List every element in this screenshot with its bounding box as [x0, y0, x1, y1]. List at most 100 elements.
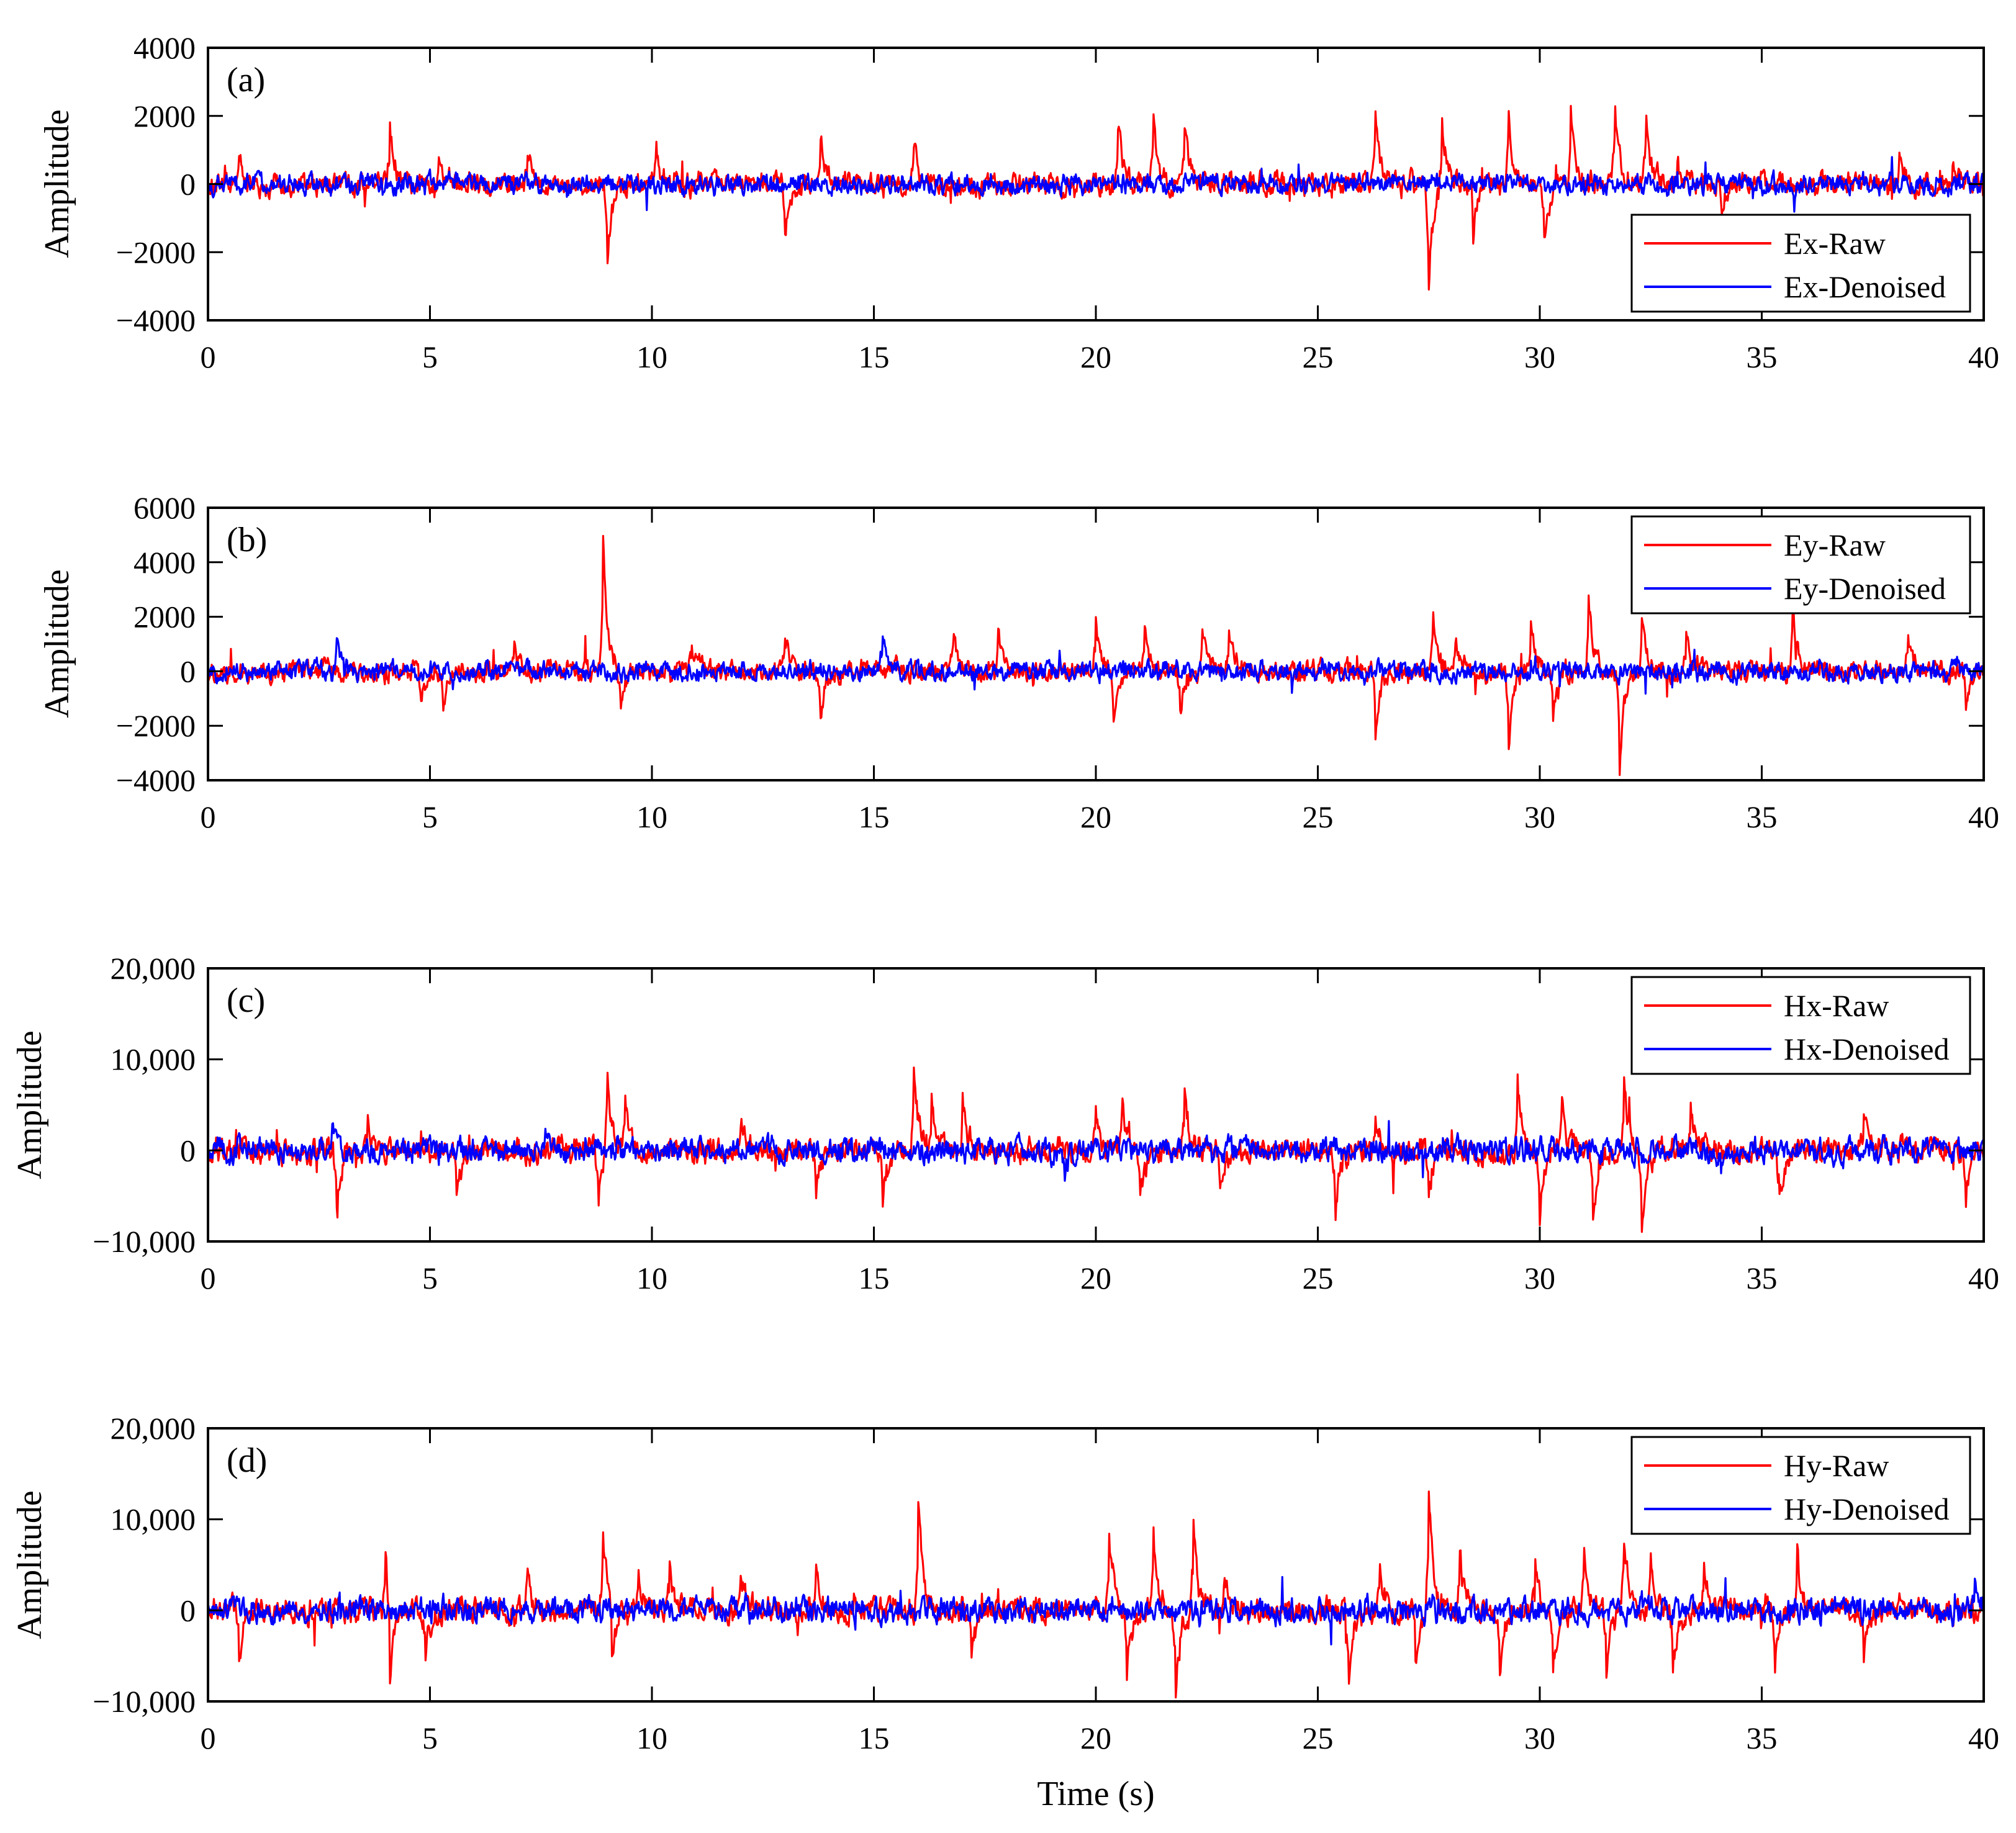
panel-c-ytick-labels: −10,000 0 10,000 20,000: [93, 951, 196, 1259]
legend-label-hy-raw: Hy-Raw: [1784, 1448, 1889, 1483]
xtick-label: 40: [1968, 1721, 1999, 1755]
panel-a-ticks: [207, 47, 1985, 322]
x-axis-label: Time (s): [1037, 1775, 1154, 1813]
xtick-label: 25: [1303, 1261, 1334, 1295]
ytick-label: 10,000: [111, 1502, 196, 1537]
ytick-label: 20,000: [111, 951, 196, 986]
xtick-label: 40: [1968, 1261, 1999, 1295]
legend-label-hx-raw: Hx-Raw: [1784, 988, 1889, 1023]
xtick-label: 30: [1524, 1721, 1555, 1755]
xtick-label: 10: [636, 799, 667, 834]
xtick-label: 10: [636, 340, 667, 374]
xtick-label: 20: [1080, 799, 1111, 834]
legend-box: [1630, 214, 1971, 313]
xtick-label: 15: [859, 799, 890, 834]
panel-b-ytick-labels: −4000 −2000 0 2000 4000 6000: [116, 490, 196, 798]
panel-d-xtick-labels: 0 5 10 15 20 25 30 35 40: [201, 1721, 2000, 1755]
xtick-label: 35: [1747, 340, 1778, 374]
panel-c-ticks: [207, 967, 1985, 1243]
panel-d-legend: Hy-Raw Hy-Denoised: [1630, 1436, 1971, 1535]
series-line-c-hx-denoised: [208, 1120, 1984, 1182]
ytick-label: −2000: [116, 235, 196, 269]
xtick-label: 35: [1747, 1261, 1778, 1295]
legend-label-hx-denoised: Hx-Denoised: [1784, 1032, 1950, 1066]
legend-label-hy-denoised: Hy-Denoised: [1784, 1492, 1950, 1526]
panel-a-tag: (a): [227, 61, 265, 99]
xtick-label: 10: [636, 1261, 667, 1295]
xtick-label: 5: [422, 1261, 438, 1295]
legend-label-ex-raw: Ex-Raw: [1784, 226, 1886, 261]
xtick-label: 0: [201, 1261, 216, 1295]
xtick-label: 35: [1747, 1721, 1778, 1755]
xtick-label: 15: [859, 1261, 890, 1295]
panel-a-xtick-labels: 0 5 10 15 20 25 30 35 40: [201, 340, 2000, 374]
panel-b-legend: Ey-Raw Ey-Denoised: [1630, 515, 1971, 615]
ytick-label: −10,000: [93, 1224, 196, 1259]
panel-b-xtick-labels: 0 5 10 15 20 25 30 35 40: [201, 799, 2000, 834]
xtick-label: 0: [201, 1721, 216, 1755]
panel-d-series: [208, 1490, 1984, 1699]
xtick-label: 15: [859, 1721, 890, 1755]
series-line-a-ex-denoised: [208, 156, 1984, 213]
xtick-label: 0: [201, 799, 216, 834]
ytick-label: −4000: [116, 303, 196, 338]
panel-c-series: [208, 1066, 1984, 1233]
ytick-label: 2000: [133, 600, 196, 634]
legend-box: [1630, 976, 1971, 1075]
legend-label-ex-denoised: Ex-Denoised: [1784, 269, 1946, 304]
xtick-label: 20: [1080, 340, 1111, 374]
legend-box: [1630, 1436, 1971, 1535]
ytick-label: 2000: [133, 99, 196, 133]
xtick-label: 10: [636, 1721, 667, 1755]
xtick-label: 35: [1747, 799, 1778, 834]
legend-box: [1630, 515, 1971, 615]
xtick-label: 30: [1524, 340, 1555, 374]
ytick-label: 4000: [133, 30, 196, 65]
ytick-label: 6000: [133, 490, 196, 525]
ytick-label: 0: [180, 654, 196, 688]
panel-d-ytick-labels: −10,000 0 10,000 20,000: [93, 1411, 196, 1719]
ytick-label: 20,000: [111, 1411, 196, 1446]
panel-d-tag: (d): [227, 1441, 267, 1480]
xtick-label: 15: [859, 340, 890, 374]
legend-label-ey-denoised: Ey-Denoised: [1784, 571, 1946, 606]
panel-c-xtick-labels: 0 5 10 15 20 25 30 35 40: [201, 1261, 2000, 1295]
panel-a-series: [208, 105, 1984, 291]
panel-c-legend: Hx-Raw Hx-Denoised: [1630, 976, 1971, 1075]
xtick-label: 5: [422, 799, 438, 834]
panel-d-ylabel: Amplitude: [11, 1490, 49, 1639]
xtick-label: 20: [1080, 1721, 1111, 1755]
xtick-label: 5: [422, 1721, 438, 1755]
panel-c-tag: (c): [227, 981, 265, 1020]
xtick-label: 40: [1968, 799, 1999, 834]
ytick-label: 10,000: [111, 1042, 196, 1077]
panel-b-tag: (b): [227, 521, 267, 559]
xtick-label: 25: [1303, 340, 1334, 374]
xtick-label: 30: [1524, 1261, 1555, 1295]
xtick-label: 25: [1303, 799, 1334, 834]
panel-a-legend: Ex-Raw Ex-Denoised: [1630, 214, 1971, 313]
ytick-label: 4000: [133, 545, 196, 580]
panel-b-ylabel: Amplitude: [38, 569, 76, 718]
ytick-label: 0: [180, 1133, 196, 1168]
series-line-b-ey-denoised: [208, 635, 1984, 695]
xtick-label: 20: [1080, 1261, 1111, 1295]
panel-b-series: [208, 534, 1984, 777]
panel-b-ticks: [207, 507, 1985, 781]
panel-c-ylabel: Amplitude: [11, 1030, 49, 1179]
panel-d-ticks: [207, 1427, 1985, 1703]
panel-a: 0 5 10 15 20 25 30 35 40 −4000 −2000 0 2000 4000 Amp…: [38, 30, 1999, 374]
panel-a-ylabel: Amplitude: [38, 109, 76, 258]
ytick-label: 0: [180, 167, 196, 202]
xtick-label: 0: [201, 340, 216, 374]
series-line-d-hy-denoised: [208, 1576, 1984, 1646]
xtick-label: 40: [1968, 340, 1999, 374]
series-line-b-ey-raw: [208, 534, 1984, 777]
xtick-label: 25: [1303, 1721, 1334, 1755]
xtick-label: 5: [422, 340, 438, 374]
ytick-label: −10,000: [93, 1684, 196, 1719]
xtick-label: 30: [1524, 799, 1555, 834]
